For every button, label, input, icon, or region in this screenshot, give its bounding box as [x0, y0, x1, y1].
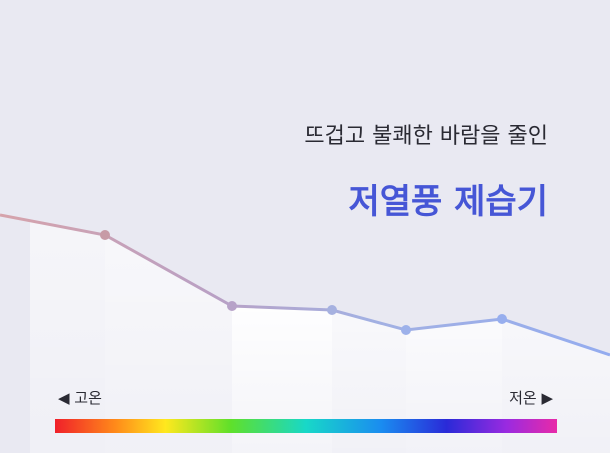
title: 저열풍 제습기 — [348, 182, 548, 222]
scale-right-label: 저온 ▶ — [509, 389, 553, 407]
scale-left-label: ◀ 고온 — [58, 389, 102, 407]
subtitle: 뜨겁고 불쾌한 바람을 줄인 — [304, 124, 548, 149]
temperature-bar — [55, 419, 557, 433]
decor-graph — [0, 213, 610, 453]
